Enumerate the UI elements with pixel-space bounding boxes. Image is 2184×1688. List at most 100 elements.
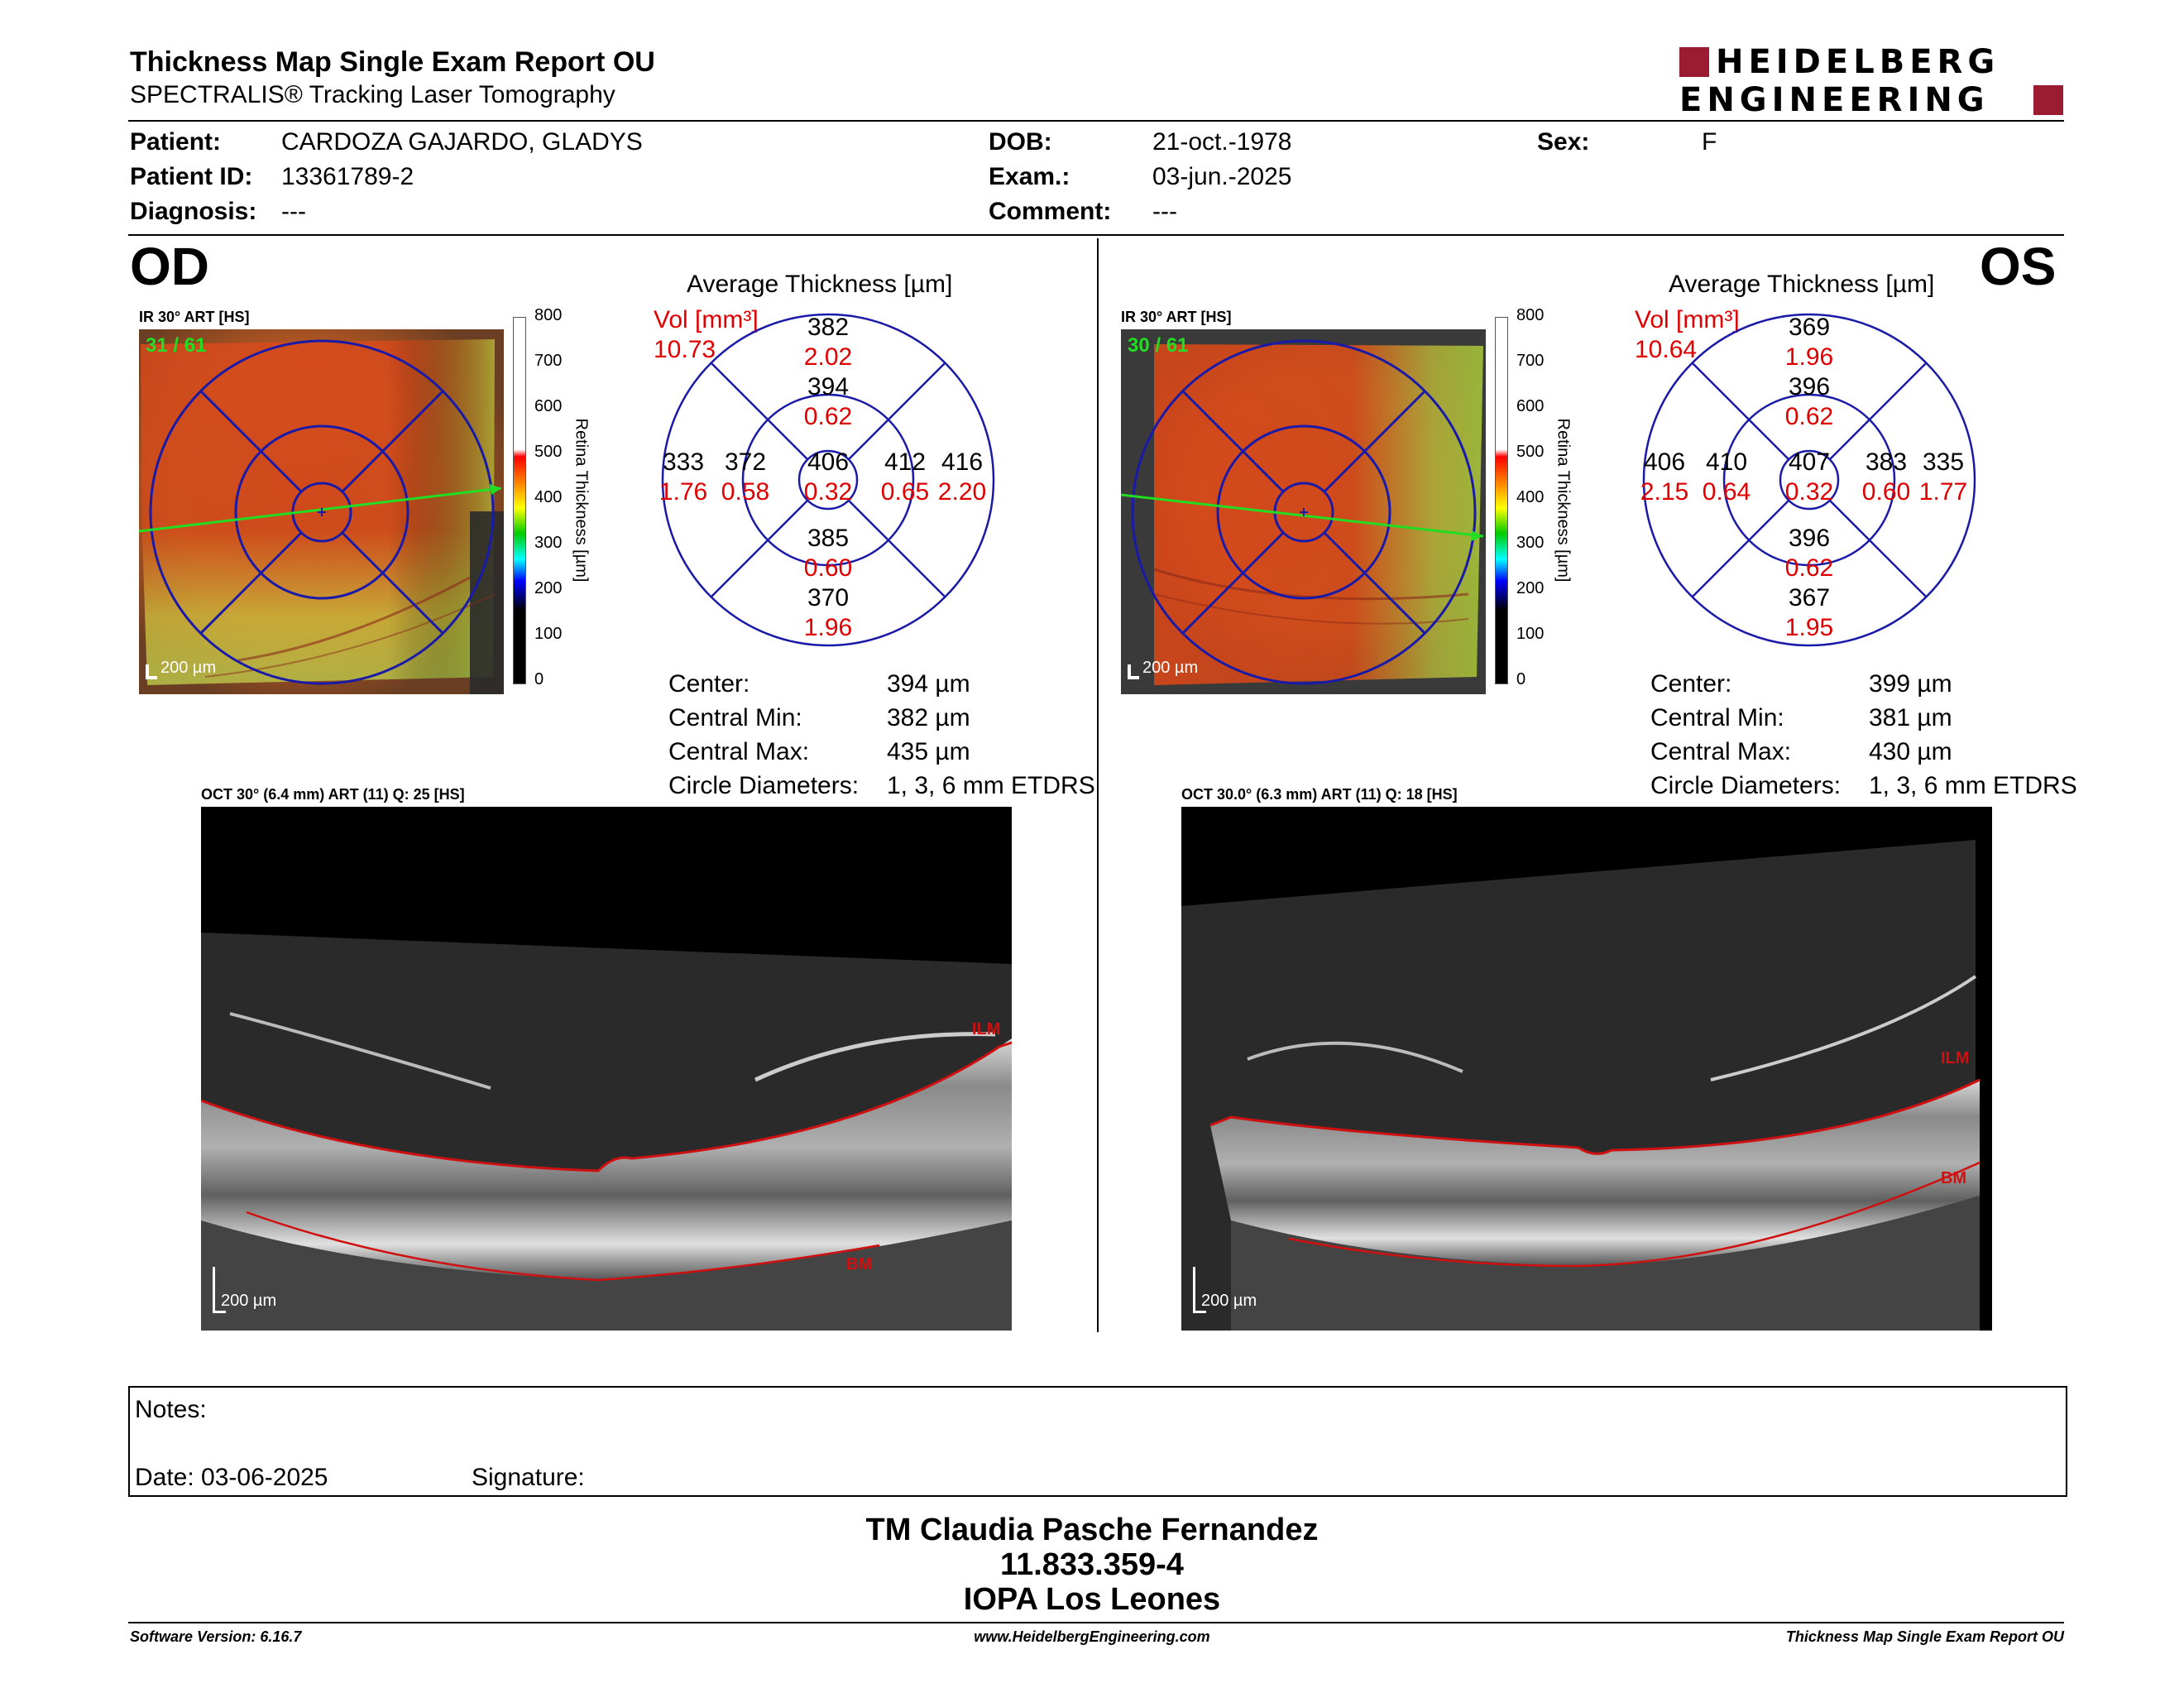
od-cb-tick-100: 100	[534, 625, 563, 643]
od-oct-bscan: ILM BM 200 µm	[201, 807, 1012, 1331]
od-center-thickness: 406	[807, 448, 850, 476]
patient-name: CARDOZA GAJARDO, GLADYS	[281, 128, 643, 156]
od-outer-sup-thickness: 382	[807, 314, 850, 341]
os-frame-counter: 30 / 61	[1128, 334, 1189, 357]
comment-label: Comment:	[989, 198, 1112, 225]
os-oct-bscan: ILM BM 200 µm	[1181, 807, 1992, 1331]
software-version: Software Version: 6.16.7	[130, 1628, 302, 1645]
od-avg-title: Average Thickness [µm]	[687, 271, 953, 298]
diagnosis-label: Diagnosis:	[130, 198, 257, 225]
od-cb-tick-200: 200	[534, 579, 563, 597]
logo-word-bottom: ENGINEERING	[1679, 81, 1990, 119]
od-stat-min-label: Central Min:	[668, 704, 802, 731]
os-inner-inf-thickness: 396	[1788, 525, 1831, 552]
sex-value: F	[1702, 128, 1717, 156]
os-inner-right-volume: 0.60	[1861, 478, 1911, 506]
os-outer-left-thickness: 406	[1643, 448, 1686, 476]
os-cb-tick-200: 200	[1516, 579, 1545, 597]
os-inner-left-volume: 0.64	[1702, 478, 1751, 506]
od-outer-left-thickness: 333	[662, 448, 705, 476]
os-cb-tick-0: 0	[1516, 670, 1526, 688]
od-stat-max-value: 435 µm	[887, 738, 970, 765]
od-outer-left-volume: 1.76	[659, 478, 708, 506]
signatory-id: 11.833.359-4	[1000, 1547, 1184, 1582]
sex-label: Sex:	[1537, 128, 1590, 156]
header-rule	[128, 120, 2064, 122]
od-stat-center-value: 394 µm	[887, 670, 970, 698]
os-avg-title: Average Thickness [µm]	[1669, 271, 1935, 298]
os-center-thickness: 407	[1788, 448, 1831, 476]
od-scale-label: 200 µm	[160, 659, 217, 677]
od-inner-sup-volume: 0.62	[803, 403, 853, 430]
notes-date: Date: 03-06-2025	[135, 1464, 328, 1491]
od-frame-counter: 31 / 61	[146, 334, 207, 357]
od-cb-tick-300: 300	[534, 534, 563, 552]
signatory-institution: IOPA Los Leones	[963, 1582, 1221, 1617]
os-outer-right-thickness: 335	[1922, 448, 1965, 476]
os-thickness-map: 30 / 61 200 µm	[1121, 329, 1486, 694]
od-cb-tick-500: 500	[534, 443, 563, 461]
os-oct-scale-horizontal	[1193, 1311, 1206, 1313]
heidelberg-logo: HEIDELBERG ENGINEERING	[1679, 46, 2068, 120]
logo-word-top: HEIDELBERG	[1716, 43, 2000, 81]
od-colorbar-title: Retina Thickness [µm]	[572, 418, 591, 583]
os-vol-total: 10.64	[1635, 336, 1698, 363]
os-center-volume: 0.32	[1784, 478, 1834, 506]
os-stat-min-value: 381 µm	[1869, 704, 1952, 731]
od-oct-scale-label: 200 µm	[221, 1292, 277, 1310]
os-oct-caption: OCT 30.0° (6.3 mm) ART (11) Q: 18 [HS]	[1181, 786, 1458, 803]
od-inner-right-volume: 0.65	[880, 478, 930, 506]
os-outer-sup-volume: 1.96	[1784, 343, 1834, 371]
od-ir-caption: IR 30° ART [HS]	[139, 309, 250, 325]
od-ilm-label: ILM	[972, 1020, 1001, 1038]
exam-label: Exam.:	[989, 163, 1070, 190]
od-stat-min-value: 382 µm	[887, 704, 970, 731]
exam-value: 03-jun.-2025	[1152, 163, 1292, 190]
patient-id-label: Patient ID:	[130, 163, 253, 190]
os-bm-label: BM	[1941, 1169, 1967, 1187]
od-stat-center-label: Center:	[668, 670, 750, 698]
os-oct-scale-vertical	[1193, 1267, 1195, 1313]
os-stat-max-label: Central Max:	[1650, 738, 1792, 765]
patient-label: Patient:	[130, 128, 222, 156]
od-stat-diam-label: Circle Diameters:	[668, 772, 860, 799]
report-title: Thickness Map Single Exam Report OU	[130, 46, 655, 78]
od-eye-label: OD	[130, 237, 209, 296]
os-scale-label: 200 µm	[1142, 659, 1199, 677]
od-outer-sup-volume: 2.02	[803, 343, 853, 371]
od-inner-left-thickness: 372	[724, 448, 767, 476]
os-outer-sup-thickness: 369	[1788, 314, 1831, 341]
eye-divider	[1097, 238, 1099, 1332]
os-etdrs-grid: 369 1.96 396 0.62 406 2.15 410 0.64 407 …	[1640, 310, 1979, 650]
os-inner-left-thickness: 410	[1705, 448, 1748, 476]
logo-square-bottom	[2033, 85, 2063, 115]
od-outer-right-volume: 2.20	[937, 478, 987, 506]
os-vol-label: Vol [mm³]	[1635, 306, 1740, 333]
os-outer-inf-thickness: 367	[1788, 584, 1831, 611]
od-bm-label: BM	[846, 1255, 873, 1273]
od-inner-left-volume: 0.58	[721, 478, 770, 506]
os-stat-diam-label: Circle Diameters:	[1650, 772, 1842, 799]
os-stat-max-value: 430 µm	[1869, 738, 1952, 765]
os-scale-bar-horizontal	[1128, 676, 1139, 679]
logo-square-top	[1679, 47, 1709, 77]
website-link[interactable]: www.HeidelbergEngineering.com	[974, 1628, 1210, 1645]
os-eye-label: OS	[1980, 237, 2057, 296]
od-oct-scale-horizontal	[213, 1311, 226, 1313]
footer-report-name: Thickness Map Single Exam Report OU	[1785, 1628, 2064, 1645]
od-inner-inf-thickness: 385	[807, 525, 850, 552]
notes-box: Notes: Date: 03-06-2025 Signature:	[128, 1386, 2067, 1497]
od-inner-right-thickness: 412	[884, 448, 927, 476]
od-cb-tick-0: 0	[534, 670, 544, 688]
os-stat-diam-value: 1, 3, 6 mm ETDRS	[1869, 772, 2077, 799]
os-stat-center-value: 399 µm	[1869, 670, 1952, 698]
os-cb-tick-600: 600	[1516, 397, 1545, 415]
os-inner-right-thickness: 383	[1865, 448, 1908, 476]
od-cb-tick-600: 600	[534, 397, 563, 415]
od-colorbar	[513, 317, 526, 684]
footer-rule	[128, 1622, 2064, 1623]
os-cb-tick-700: 700	[1516, 352, 1545, 370]
od-oct-scale-vertical	[213, 1267, 215, 1313]
os-cb-tick-500: 500	[1516, 443, 1545, 461]
os-cb-tick-400: 400	[1516, 488, 1545, 506]
